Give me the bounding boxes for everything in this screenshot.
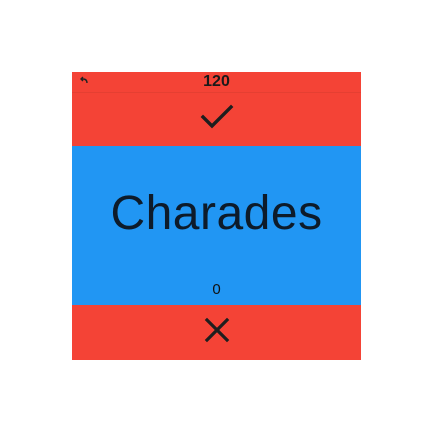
skip-button[interactable] bbox=[72, 305, 361, 360]
score-counter: 0 bbox=[212, 281, 221, 298]
current-word: Charades bbox=[110, 187, 323, 240]
timer-row: 120 bbox=[72, 72, 361, 93]
countdown-timer: 120 bbox=[203, 73, 230, 90]
word-card: Charades 0 bbox=[72, 146, 361, 305]
back-arrow-icon bbox=[79, 73, 89, 91]
correct-panel: 120 bbox=[72, 72, 361, 146]
charades-screen: 120 Charades 0 bbox=[72, 72, 361, 360]
back-button[interactable] bbox=[77, 75, 91, 89]
correct-button[interactable] bbox=[72, 92, 361, 146]
check-icon bbox=[200, 103, 234, 136]
close-icon bbox=[204, 317, 230, 348]
